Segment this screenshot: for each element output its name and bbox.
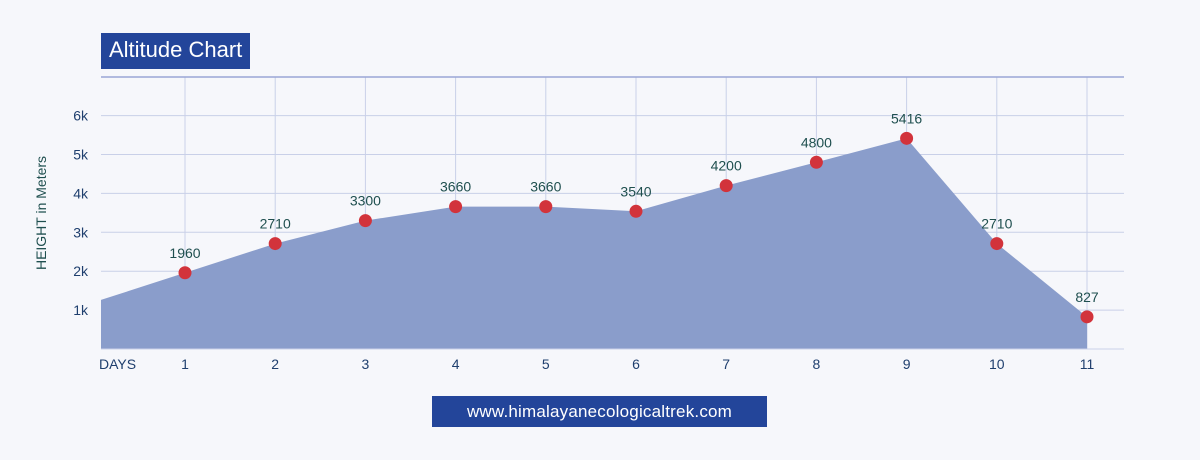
altitude-area (101, 138, 1087, 349)
y-tick-label: 2k (73, 263, 89, 279)
data-point (990, 237, 1004, 251)
data-markers (178, 131, 1094, 324)
x-tick-label: 2 (271, 356, 279, 372)
data-point (178, 266, 192, 280)
data-labels: 1960 2710 3300 3660 3660 3540 4200 4800 5416 2710… (169, 110, 1098, 305)
y-tick-label: 3k (73, 224, 89, 240)
data-point (629, 204, 643, 218)
data-label: 3540 (620, 183, 651, 199)
chart-title: Altitude Chart (101, 33, 251, 69)
y-tick-labels: 1k 2k 3k 4k 5k 6k (73, 108, 89, 319)
data-label: 5416 (891, 110, 922, 126)
data-point (268, 237, 282, 251)
x-tick-label: 11 (1080, 356, 1095, 372)
x-tick-labels: 1 2 3 4 5 6 7 8 9 10 11 (181, 356, 1094, 372)
data-point (900, 131, 914, 145)
y-tick-label: 1k (73, 302, 89, 318)
data-label: 3660 (530, 179, 561, 195)
x-tick-label: 3 (362, 356, 370, 372)
data-point (358, 214, 372, 228)
data-label: 3660 (440, 179, 471, 195)
data-point (1080, 310, 1094, 324)
x-tick-label: 7 (722, 356, 730, 372)
data-label: 2710 (981, 216, 1012, 232)
data-label: 3300 (350, 193, 381, 209)
y-tick-label: 4k (73, 185, 89, 201)
x-tick-label: 5 (542, 356, 550, 372)
x-tick-label: 4 (452, 356, 460, 372)
data-point (539, 200, 553, 214)
x-tick-label: 10 (989, 356, 1005, 372)
x-tick-label: 6 (632, 356, 640, 372)
data-label: 827 (1075, 289, 1099, 305)
y-axis-label: HEIGHT in Meters (33, 156, 49, 270)
x-tick-label: 9 (903, 356, 911, 372)
data-point (449, 200, 463, 214)
data-point (719, 179, 733, 193)
website-link[interactable]: www.himalayanecologicaltrek.com (432, 396, 767, 427)
x-tick-label: 8 (813, 356, 821, 372)
x-axis-label: DAYS (99, 356, 136, 372)
data-label: 2710 (260, 216, 291, 232)
x-tick-label: 1 (181, 356, 189, 372)
data-point (809, 155, 823, 169)
y-tick-label: 5k (73, 147, 89, 163)
y-tick-label: 6k (73, 108, 89, 124)
data-label: 4800 (801, 134, 832, 150)
data-label: 1960 (169, 245, 200, 261)
data-label: 4200 (711, 158, 742, 174)
